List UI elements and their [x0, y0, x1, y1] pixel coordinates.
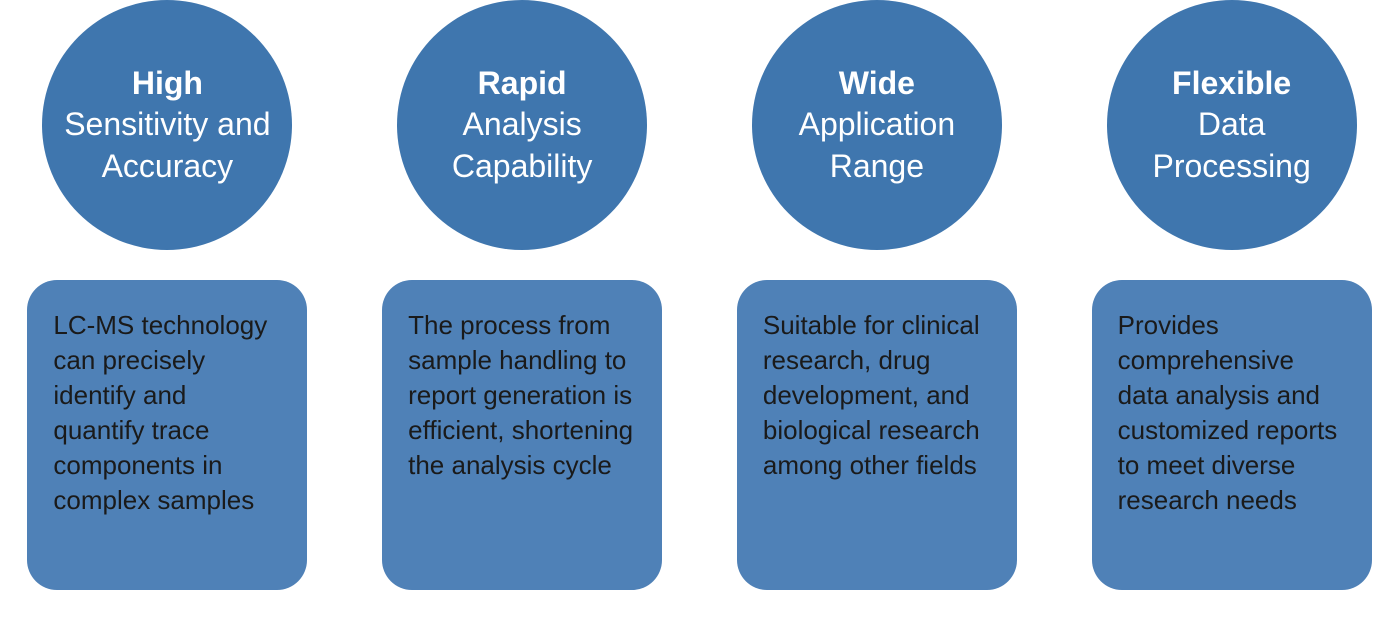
feature-title-rest: Application Range — [772, 104, 982, 187]
feature-column: High Sensitivity and Accuracy LC-MS tech… — [20, 0, 315, 590]
feature-body: Suitable for clinical research, drug dev… — [763, 308, 991, 483]
feature-column: Wide Application Range Suitable for clin… — [730, 0, 1025, 590]
feature-card: The process from sample handling to repo… — [382, 280, 662, 590]
feature-circle: Rapid Analysis Capability — [397, 0, 647, 250]
feature-card: LC-MS technology can precisely identify … — [27, 280, 307, 590]
feature-title-rest: Data Processing — [1127, 104, 1337, 187]
feature-title-bold: Wide — [839, 63, 915, 105]
feature-circle: Wide Application Range — [752, 0, 1002, 250]
feature-column: Rapid Analysis Capability The process fr… — [375, 0, 670, 590]
feature-title-bold: Rapid — [478, 63, 567, 105]
feature-circle: Flexible Data Processing — [1107, 0, 1357, 250]
feature-body: LC-MS technology can precisely identify … — [53, 308, 281, 519]
feature-title-rest: Sensitivity and Accuracy — [62, 104, 272, 187]
feature-body: The process from sample handling to repo… — [408, 308, 636, 483]
infographic-row: High Sensitivity and Accuracy LC-MS tech… — [0, 0, 1399, 590]
feature-card: Provides comprehensive data analysis and… — [1092, 280, 1372, 590]
feature-title-bold: Flexible — [1172, 63, 1291, 105]
feature-body: Provides comprehensive data analysis and… — [1118, 308, 1346, 519]
feature-card: Suitable for clinical research, drug dev… — [737, 280, 1017, 590]
feature-title-rest: Analysis Capability — [417, 104, 627, 187]
feature-column: Flexible Data Processing Provides compre… — [1084, 0, 1379, 590]
feature-circle: High Sensitivity and Accuracy — [42, 0, 292, 250]
feature-title-bold: High — [132, 63, 203, 105]
